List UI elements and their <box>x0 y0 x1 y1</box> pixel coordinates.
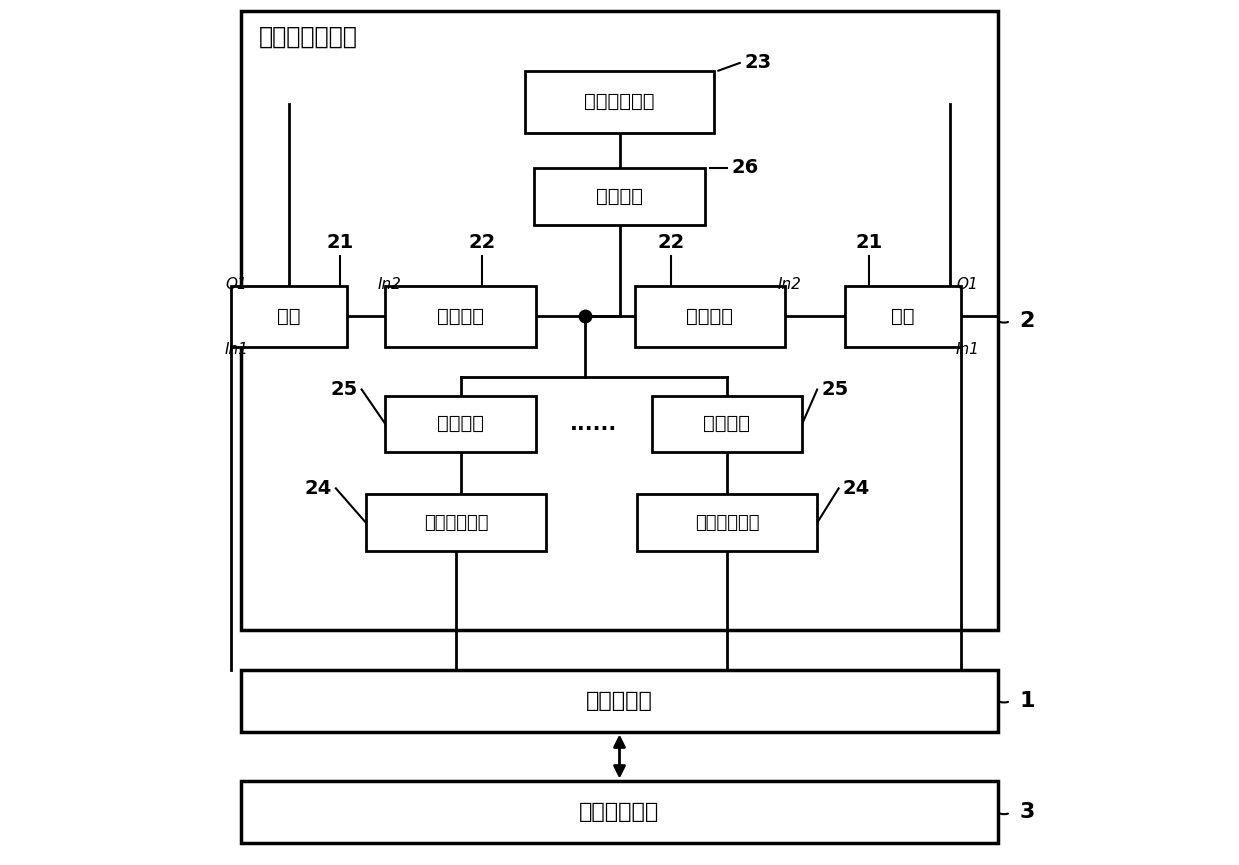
Text: 21: 21 <box>327 233 354 252</box>
Bar <box>652 395 802 452</box>
Bar <box>634 285 786 348</box>
Text: 外部电源接口: 外部电源接口 <box>585 92 654 111</box>
Text: 功能实现模块: 功能实现模块 <box>580 803 659 823</box>
Text: 网口: 网口 <box>276 307 300 326</box>
Text: 3: 3 <box>1020 803 1035 823</box>
Text: 降压转换模块: 降压转换模块 <box>424 514 488 532</box>
Text: In2: In2 <box>377 277 401 292</box>
Bar <box>385 395 535 452</box>
Text: 第一开关: 第一开关 <box>437 307 484 326</box>
Bar <box>385 285 535 348</box>
Bar <box>366 495 546 551</box>
Text: 25: 25 <box>821 380 849 399</box>
Text: In1: In1 <box>224 343 248 357</box>
Text: O1: O1 <box>957 277 979 292</box>
Text: 22: 22 <box>468 233 496 252</box>
Bar <box>242 670 997 732</box>
Text: 24: 24 <box>843 479 870 498</box>
Text: 1: 1 <box>1020 690 1035 711</box>
Bar <box>534 168 705 225</box>
Text: 25: 25 <box>330 380 357 399</box>
Text: 24: 24 <box>305 479 332 498</box>
Text: In1: In1 <box>955 343 980 357</box>
Text: 网口: 网口 <box>891 307 914 326</box>
Text: In2: In2 <box>778 277 802 292</box>
Text: O1: O1 <box>225 277 247 292</box>
Text: 第二开关: 第二开关 <box>704 414 751 433</box>
Text: 2: 2 <box>1020 311 1035 330</box>
Text: 第三开关: 第三开关 <box>596 187 643 206</box>
Text: 22: 22 <box>658 233 685 252</box>
Bar <box>525 71 714 132</box>
Text: 第一开关: 第一开关 <box>686 307 733 326</box>
Bar <box>242 11 997 631</box>
Bar <box>230 285 347 348</box>
Text: ......: ...... <box>570 414 617 434</box>
Bar <box>242 781 997 843</box>
Text: 26: 26 <box>731 158 758 177</box>
Bar <box>637 495 818 551</box>
Bar <box>845 285 961 348</box>
Text: 交换机芯片: 交换机芯片 <box>586 690 653 711</box>
Text: 21: 21 <box>855 233 882 252</box>
Text: 第二开关: 第二开关 <box>437 414 484 433</box>
Text: 自适应供电模块: 自适应供电模块 <box>259 24 357 48</box>
Text: 23: 23 <box>745 54 771 73</box>
Text: 降压转换模块: 降压转换模块 <box>695 514 760 532</box>
